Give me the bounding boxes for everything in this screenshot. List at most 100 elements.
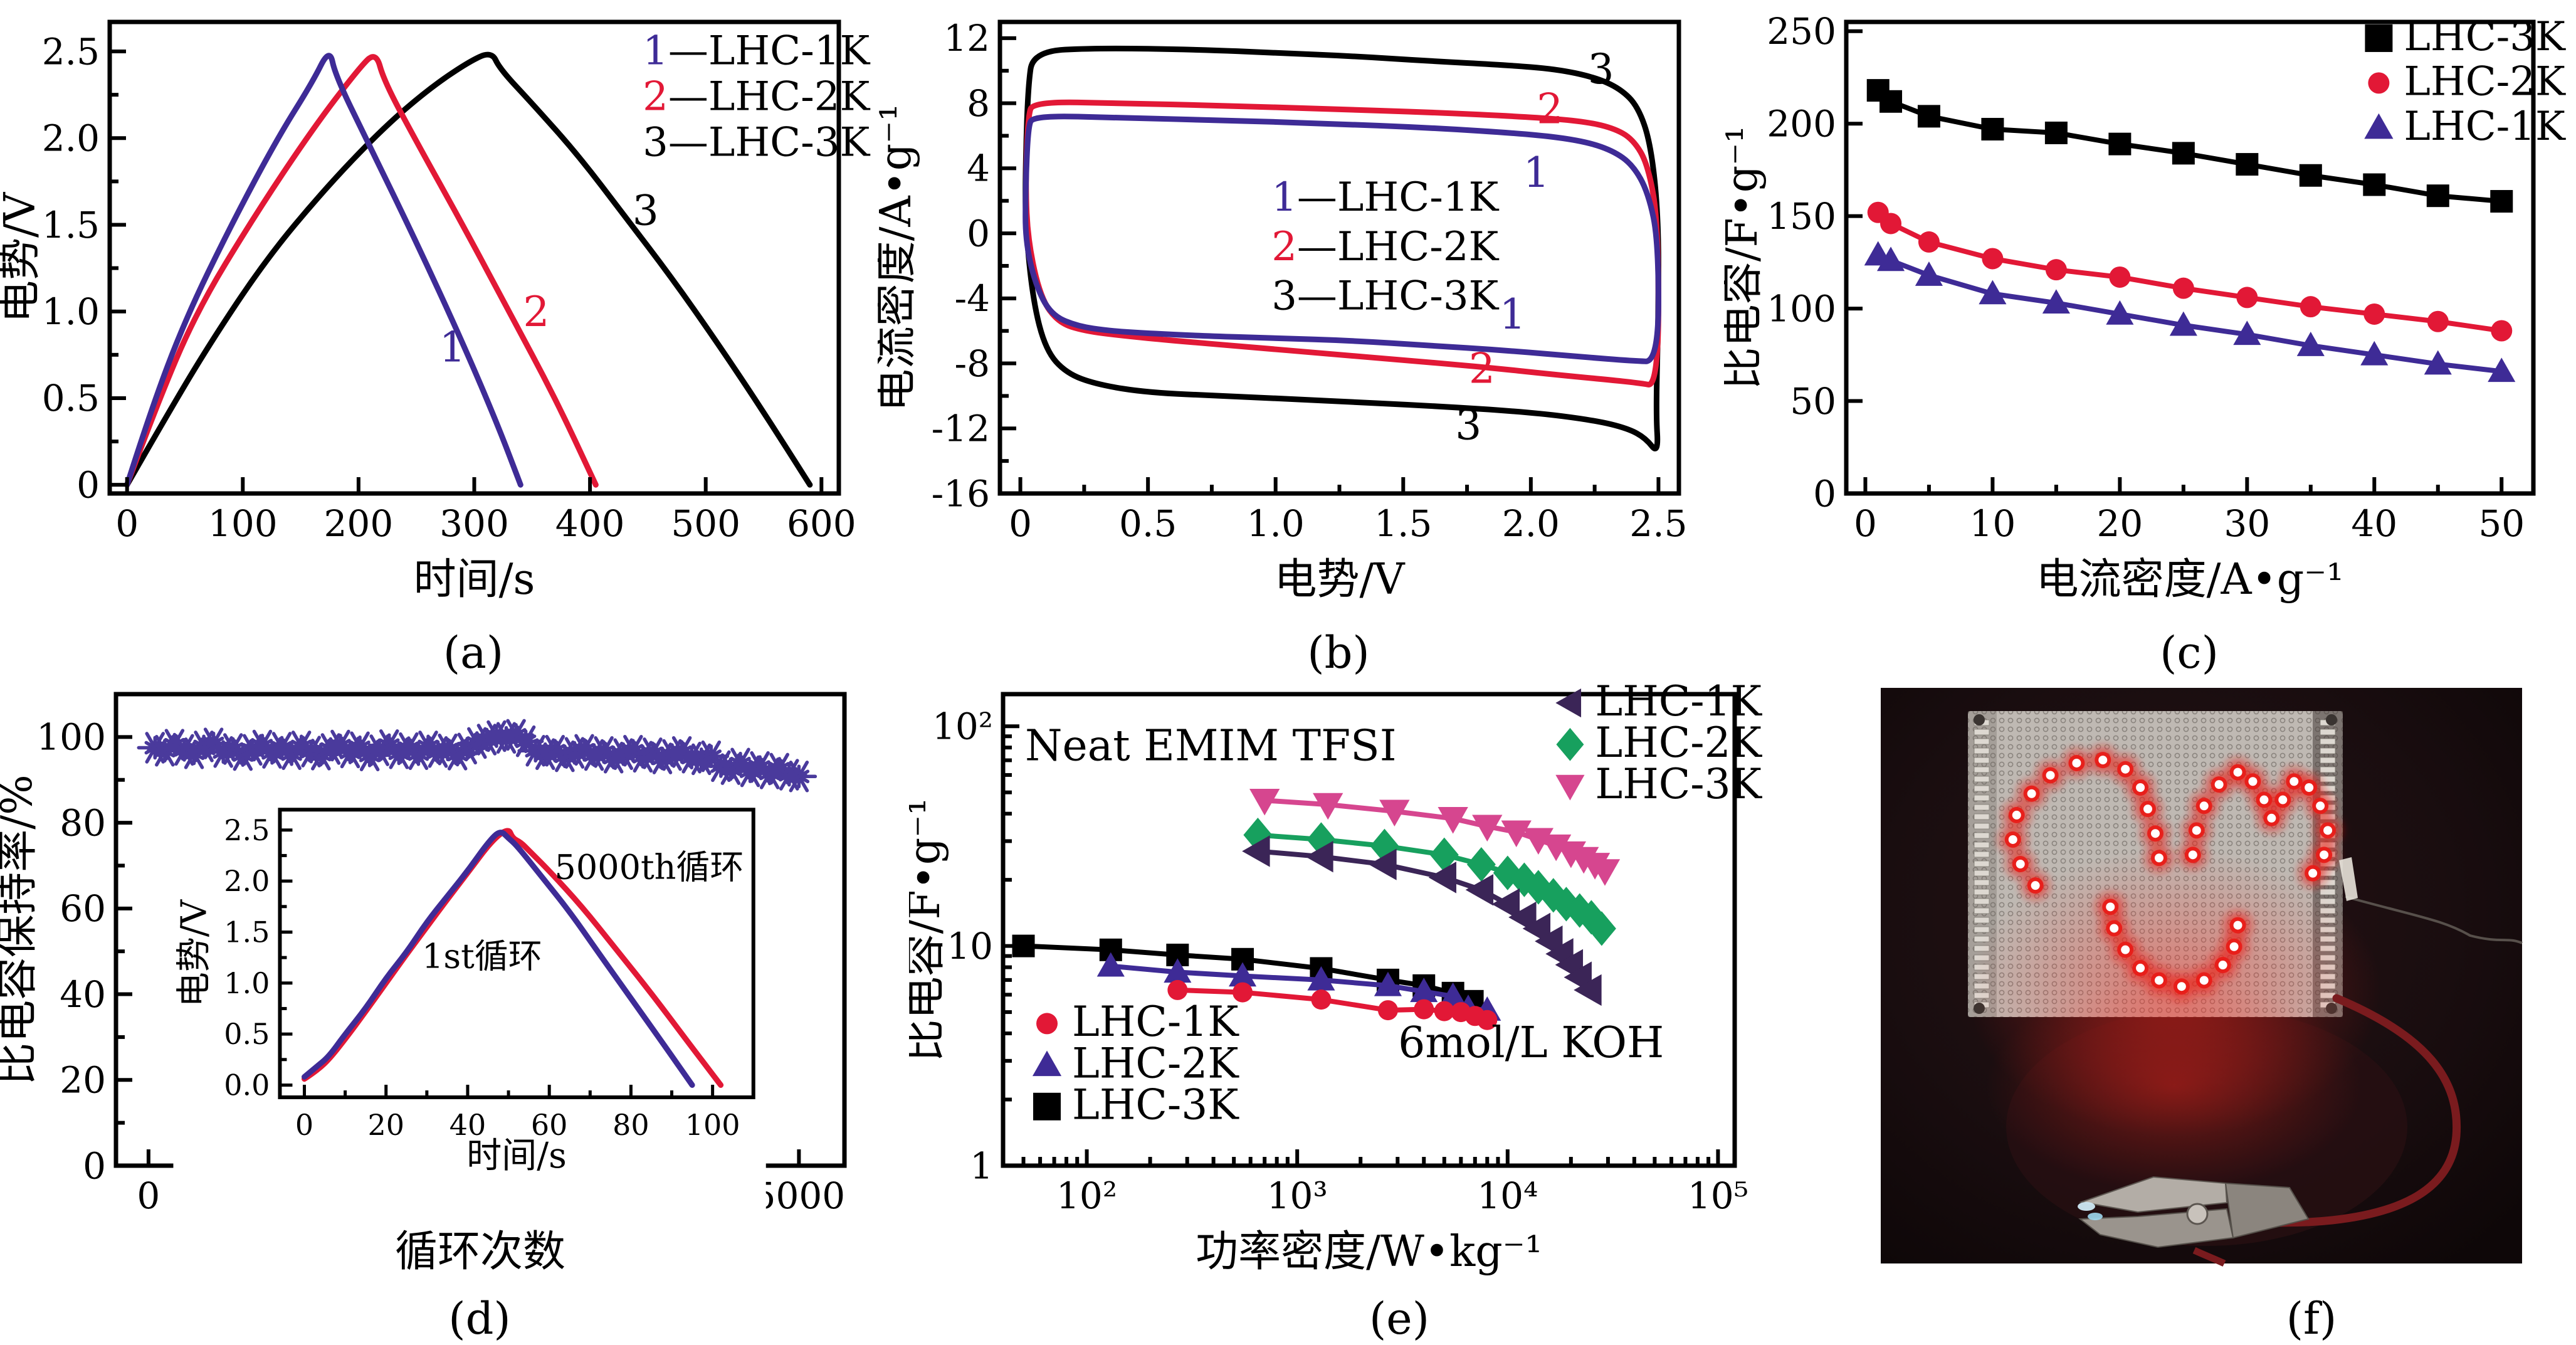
svg-text:LHC-1K: LHC-1K — [1072, 998, 1239, 1046]
svg-text:40: 40 — [60, 973, 106, 1016]
svg-text:1—LHC-1K: 1—LHC-1K — [1271, 174, 1499, 221]
svg-text:LHC-2K: LHC-2K — [1595, 719, 1762, 767]
svg-text:100: 100 — [36, 716, 106, 759]
rate-chart: 0 10 20 30 40 50 0 50 100 150 200 250 电流密度/A•g⁻¹ 比电容/… — [1724, 10, 2566, 604]
svg-text:0: 0 — [1854, 502, 1877, 545]
svg-text:10²: 10² — [1056, 1174, 1117, 1217]
caption-f: (f) — [2286, 1293, 2337, 1344]
svg-text:5000th循环: 5000th循环 — [555, 847, 744, 887]
svg-text:LHC-3K: LHC-3K — [1595, 760, 1762, 808]
svg-text:0: 0 — [1009, 502, 1032, 545]
svg-text:2.0: 2.0 — [42, 117, 100, 160]
svg-text:1.0: 1.0 — [224, 966, 270, 1000]
svg-text:300: 300 — [439, 502, 509, 545]
svg-text:-16: -16 — [932, 472, 990, 515]
panel-d: 010002000300040005000020406080100循环次数比电容… — [0, 672, 909, 1345]
svg-text:0.5: 0.5 — [1119, 502, 1177, 545]
svg-text:功率密度/W•kg⁻¹: 功率密度/W•kg⁻¹ — [1196, 1227, 1542, 1277]
svg-text:30: 30 — [2224, 502, 2270, 545]
caption-d: (d) — [448, 1293, 511, 1344]
svg-text:3—LHC-3K: 3—LHC-3K — [1271, 273, 1499, 320]
svg-text:0.0: 0.0 — [224, 1068, 270, 1102]
svg-text:0: 0 — [76, 463, 100, 506]
caption-e: (e) — [1369, 1293, 1430, 1344]
svg-text:10⁵: 10⁵ — [1688, 1174, 1748, 1217]
svg-text:电势/V: 电势/V — [1274, 555, 1406, 604]
svg-text:2—LHC-2K: 2—LHC-2K — [1271, 224, 1499, 270]
svg-text:电势/V: 电势/V — [0, 191, 45, 323]
cycling-chart: 010002000300040005000020406080100循环次数比电容… — [0, 692, 847, 1277]
svg-text:0: 0 — [83, 1144, 106, 1187]
svg-text:20: 20 — [2096, 502, 2143, 545]
svg-text:10²: 10² — [932, 705, 993, 748]
svg-text:LHC-2K: LHC-2K — [1072, 1039, 1239, 1087]
svg-text:电流密度/A•g⁻¹: 电流密度/A•g⁻¹ — [878, 104, 921, 412]
cv-chart: 0 0.5 1.0 1.5 2.0 2.5-16-12-8-404812电势/V电流密度/… — [878, 17, 1688, 604]
svg-text:1—LHC-1K: 1—LHC-1K — [643, 28, 870, 75]
svg-text:200: 200 — [1767, 102, 1836, 145]
svg-text:20: 20 — [60, 1059, 106, 1102]
svg-text:比电容/F•g⁻¹: 比电容/F•g⁻¹ — [1724, 126, 1767, 390]
svg-text:2—LHC-2K: 2—LHC-2K — [643, 74, 870, 120]
svg-text:LHC-3K: LHC-3K — [2404, 14, 2566, 60]
panel-a: 0 100 200 300 400 500 600 0 0.5 1.0 1.5 2.0 2.5 时间/s 电… — [0, 0, 878, 672]
svg-text:-12: -12 — [932, 408, 990, 450]
led-demo-photo — [1881, 688, 2523, 1267]
svg-text:1.0: 1.0 — [42, 290, 100, 333]
svg-text:80: 80 — [612, 1108, 649, 1142]
panel-c: 0 10 20 30 40 50 0 50 100 150 200 250 电流密度/A•g⁻¹ 比电容/… — [1724, 0, 2576, 672]
svg-text:1.5: 1.5 — [224, 915, 270, 949]
svg-text:1st循环: 1st循环 — [422, 937, 542, 976]
svg-text:2: 2 — [1537, 85, 1563, 134]
svg-text:电势/V: 电势/V — [174, 899, 214, 1007]
svg-text:LHC-1K: LHC-1K — [1595, 677, 1762, 725]
caption-c: (c) — [2160, 627, 2219, 678]
svg-text:循环次数: 循环次数 — [395, 1227, 565, 1277]
svg-text:3—LHC-3K: 3—LHC-3K — [643, 120, 870, 166]
svg-text:40: 40 — [449, 1108, 486, 1142]
svg-text:100: 100 — [208, 502, 278, 545]
svg-text:1.5: 1.5 — [1374, 502, 1432, 545]
svg-text:600: 600 — [787, 502, 856, 545]
svg-text:0.5: 0.5 — [42, 377, 100, 419]
svg-text:2.0: 2.0 — [224, 864, 270, 898]
svg-text:10⁴: 10⁴ — [1477, 1174, 1538, 1217]
svg-text:比电容保持率/%: 比电容保持率/% — [0, 774, 42, 1085]
svg-text:50: 50 — [1790, 380, 1836, 423]
gcd-chart: 0 100 200 300 400 500 600 0 0.5 1.0 1.5 2.0 2.5 时间/s 电… — [0, 19, 870, 604]
svg-text:2: 2 — [1469, 344, 1495, 393]
svg-text:4: 4 — [967, 147, 990, 190]
caption-a: (a) — [443, 627, 504, 678]
svg-text:8: 8 — [967, 82, 990, 125]
svg-text:200: 200 — [324, 502, 394, 545]
svg-text:10³: 10³ — [1267, 1174, 1328, 1217]
svg-text:10: 10 — [947, 925, 993, 968]
svg-text:LHC-2K: LHC-2K — [2404, 59, 2566, 105]
svg-text:2.0: 2.0 — [1502, 502, 1560, 545]
svg-text:60: 60 — [531, 1108, 568, 1142]
svg-text:20: 20 — [367, 1108, 404, 1142]
svg-text:1: 1 — [1523, 149, 1550, 197]
panel-b: 0 0.5 1.0 1.5 2.0 2.5 -16 -12 -8 -4 0 4 8 12 电势/V 电流密度/… — [878, 0, 1724, 672]
svg-text:2.5: 2.5 — [42, 30, 100, 73]
svg-text:2: 2 — [523, 288, 549, 336]
svg-text:400: 400 — [555, 502, 625, 545]
svg-text:0.5: 0.5 — [224, 1017, 270, 1051]
svg-text:2.5: 2.5 — [1629, 502, 1687, 545]
svg-text:1.0: 1.0 — [1247, 502, 1305, 545]
svg-text:0: 0 — [115, 502, 139, 545]
svg-text:-4: -4 — [955, 277, 991, 320]
svg-text:12: 12 — [944, 17, 990, 60]
svg-text:0: 0 — [967, 212, 990, 255]
svg-text:60: 60 — [60, 887, 106, 930]
svg-text:0: 0 — [295, 1108, 313, 1142]
svg-text:5000: 5000 — [753, 1174, 846, 1217]
panel-f — [1787, 672, 2576, 1345]
caption-b: (b) — [1307, 627, 1370, 678]
svg-text:150: 150 — [1767, 195, 1836, 238]
svg-text:LHC-3K: LHC-3K — [1072, 1081, 1239, 1129]
svg-text:3: 3 — [633, 186, 659, 235]
svg-text:10: 10 — [1970, 502, 2016, 545]
svg-text:80: 80 — [60, 801, 106, 844]
